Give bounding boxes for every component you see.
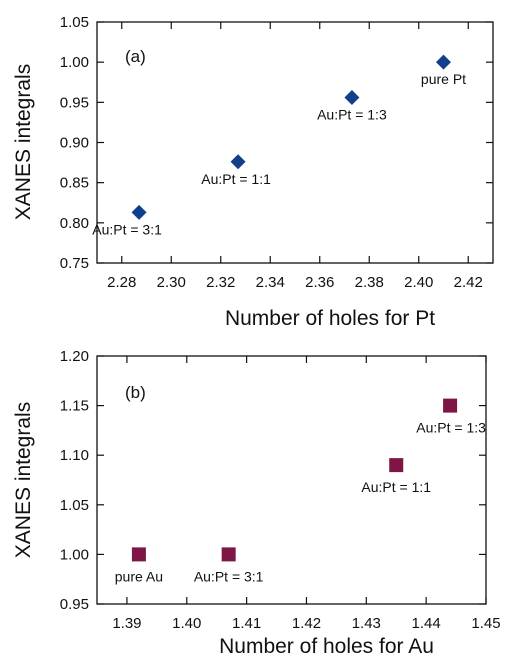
x-tick-label: 2.28: [107, 274, 136, 291]
panel-b-x-axis-title: Number of holes for Au: [219, 635, 434, 658]
panel-b-points: pure Au Au:Pt = 3:1 Au:Pt = 1:1 Au:Pt = 1:3: [115, 398, 486, 584]
data-point-marker: [344, 90, 360, 106]
data-point-label: Au:Pt = 3:1: [194, 568, 264, 584]
panel-b-y-axis-title: XANES integrals: [12, 402, 35, 558]
x-tick-label: 1.39: [112, 615, 141, 632]
y-tick-label: 0.95: [60, 596, 89, 613]
panel-b-ticks: 1.39 1.40 1.41 1.42 1.43 1.44 1.45 0.95 1.00 1.05…: [60, 348, 501, 632]
y-tick-label: 1.05: [60, 497, 89, 514]
x-tick-label: 2.38: [355, 274, 384, 291]
x-tick-label: 2.32: [206, 274, 235, 291]
x-tick-label: 2.40: [404, 274, 433, 291]
x-tick-label: 1.42: [292, 615, 321, 632]
y-tick-label: 1.15: [60, 398, 89, 415]
x-tick-label: 1.40: [172, 615, 201, 632]
panel-a-chart: 2.28 2.30 2.32 2.34 2.36 2.38 2.40 2.42 0.75 0.80…: [12, 14, 494, 330]
panel-a-x-axis-title: Number of holes for Pt: [225, 307, 435, 330]
x-tick-label: 2.36: [305, 274, 334, 291]
y-tick-label: 1.00: [60, 54, 89, 71]
data-point-marker: [131, 547, 146, 562]
y-tick-label: 1.20: [60, 348, 89, 365]
panel-b-chart: 1.39 1.40 1.41 1.42 1.43 1.44 1.45 0.95 1.00 1.05…: [12, 348, 501, 658]
panel-a-y-axis-title: XANES integrals: [12, 64, 35, 220]
y-tick-label: 0.95: [60, 94, 89, 111]
data-point-marker: [389, 458, 404, 473]
data-point-marker: [221, 547, 236, 562]
data-point-marker: [436, 54, 451, 70]
data-point-label: Au:Pt = 1:1: [201, 171, 271, 187]
panel-a-points: Au:Pt = 3:1 Au:Pt = 1:1 Au:Pt = 1:3 pure Pt: [92, 54, 466, 237]
panel-b-tag: (b): [125, 383, 146, 402]
data-point-label: Au:Pt = 3:1: [92, 221, 162, 237]
panel-b-plot-frame: [96, 355, 487, 605]
data-point-marker: [230, 154, 246, 170]
data-point-marker: [443, 398, 458, 413]
x-tick-label: 1.43: [352, 615, 381, 632]
x-tick-label: 1.41: [232, 615, 261, 632]
data-point-label: Au:Pt = 1:3: [416, 420, 486, 436]
x-tick-label: 2.42: [454, 274, 483, 291]
data-point-label: pure Pt: [421, 71, 466, 87]
x-tick-label: 1.45: [471, 615, 500, 632]
y-tick-label: 1.00: [60, 546, 89, 563]
x-tick-label: 2.30: [157, 274, 186, 291]
y-tick-label: 0.85: [60, 175, 89, 192]
y-tick-label: 0.80: [60, 215, 89, 232]
data-point-marker: [131, 204, 147, 220]
data-point-label: pure Au: [115, 568, 163, 584]
data-point-label: Au:Pt = 1:3: [317, 107, 387, 123]
panel-a-ticks: 2.28 2.30 2.32 2.34 2.36 2.38 2.40 2.42 0.75 0.80…: [60, 14, 493, 291]
y-tick-label: 0.75: [60, 255, 89, 272]
x-tick-label: 1.44: [412, 615, 441, 632]
data-point-label: Au:Pt = 1:1: [361, 479, 431, 495]
y-tick-label: 0.90: [60, 135, 89, 152]
y-tick-label: 1.05: [60, 14, 89, 31]
y-tick-label: 1.10: [60, 447, 89, 464]
panel-a-tag: (a): [125, 47, 146, 66]
x-tick-label: 2.34: [256, 274, 285, 291]
